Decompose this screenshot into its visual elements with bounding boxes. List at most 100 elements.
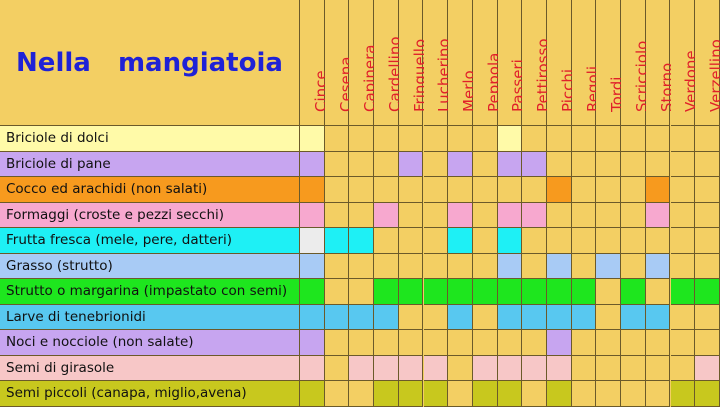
table-cell	[695, 279, 720, 305]
column-header-label: Verzellino	[707, 39, 720, 112]
table-cell	[621, 126, 646, 152]
column-header-cince: Cince	[300, 0, 330, 126]
table-cell	[571, 279, 597, 305]
table-cell	[300, 355, 325, 381]
table-cell	[645, 126, 671, 152]
table-cell	[398, 355, 424, 381]
column-header-regoli: Regoli	[571, 0, 602, 126]
table-cell	[695, 355, 720, 381]
table-cell	[497, 202, 523, 228]
table-cell	[324, 202, 350, 228]
table-cell	[423, 355, 449, 381]
table-cell	[448, 126, 473, 152]
table-cell	[621, 228, 646, 254]
table-cell	[324, 381, 350, 407]
table-cell	[596, 151, 622, 177]
table-cell	[497, 177, 523, 203]
table-cell	[349, 355, 375, 381]
table-cell	[300, 304, 325, 330]
title-cell: Nella mangiatoia	[0, 0, 300, 126]
table-cell	[324, 304, 350, 330]
table-cell	[571, 151, 597, 177]
table-cell	[497, 355, 523, 381]
table-cell	[349, 381, 375, 407]
table-cell	[448, 177, 473, 203]
table-cell	[522, 126, 547, 152]
table-cell	[374, 202, 399, 228]
table-cell	[621, 151, 646, 177]
table-cell	[547, 228, 572, 254]
table-cell	[324, 228, 350, 254]
table-cell	[547, 202, 572, 228]
table-cell	[374, 228, 399, 254]
table-cell	[571, 177, 597, 203]
table-cell	[571, 253, 597, 279]
table-cell	[300, 228, 325, 254]
table-cell	[695, 126, 720, 152]
table-cell	[398, 253, 424, 279]
table-cell	[374, 177, 399, 203]
column-header-verzellino: Verzellino	[695, 0, 720, 126]
table-cell	[423, 304, 449, 330]
table-cell	[571, 330, 597, 356]
row-label: Frutta fresca (mele, pere, datteri)	[0, 228, 300, 254]
table-cell	[374, 330, 399, 356]
table-cell	[645, 279, 671, 305]
table-cell	[324, 126, 350, 152]
table-cell	[571, 381, 597, 407]
table-cell	[448, 202, 473, 228]
table-cell	[695, 202, 720, 228]
table-cell	[472, 202, 498, 228]
table-cell	[324, 355, 350, 381]
table-cell	[621, 355, 646, 381]
table-cell	[423, 177, 449, 203]
column-header-peppola: Peppola	[472, 0, 503, 126]
table-cell	[645, 177, 671, 203]
table-cell	[398, 381, 424, 407]
table-cell	[448, 228, 473, 254]
table-cell	[472, 279, 498, 305]
table-cell	[423, 126, 449, 152]
table-cell	[398, 151, 424, 177]
column-header-picchi: Picchi	[547, 0, 577, 126]
table-cell	[349, 330, 375, 356]
table-cell	[472, 126, 498, 152]
table-cell	[349, 253, 375, 279]
table-cell	[300, 279, 325, 305]
table-cell	[670, 304, 696, 330]
table-cell	[423, 202, 449, 228]
table-cell	[547, 330, 572, 356]
table-cell	[349, 304, 375, 330]
table-cell	[472, 151, 498, 177]
row-label: Noci e nocciole (non salate)	[0, 330, 300, 356]
table-cell	[596, 381, 622, 407]
column-header-pettirosso: Pettirosso	[522, 0, 552, 126]
table-cell	[645, 355, 671, 381]
table-cell	[670, 202, 696, 228]
table-cell	[670, 228, 696, 254]
column-header-lucherino: Lucherino	[423, 0, 453, 126]
table-cell	[300, 126, 325, 152]
table-cell	[472, 253, 498, 279]
table-cell	[596, 228, 622, 254]
table-cell	[571, 126, 597, 152]
table-cell	[423, 330, 449, 356]
table-cell	[374, 304, 399, 330]
table-cell	[621, 202, 646, 228]
table-cell	[472, 177, 498, 203]
table-cell	[497, 151, 523, 177]
table-cell	[398, 279, 424, 305]
table-cell	[300, 253, 325, 279]
row-label: Formaggi (croste e pezzi secchi)	[0, 202, 300, 228]
row-label: Cocco ed arachidi (non salati)	[0, 177, 300, 203]
table-cell	[448, 253, 473, 279]
table-cell	[645, 330, 671, 356]
table-cell	[374, 151, 399, 177]
table-cell	[497, 330, 523, 356]
table-cell	[374, 126, 399, 152]
table-cell	[596, 177, 622, 203]
table-cell	[547, 253, 572, 279]
table-cell	[522, 279, 547, 305]
table-cell	[349, 202, 375, 228]
row-label: Briciole di dolci	[0, 126, 300, 152]
